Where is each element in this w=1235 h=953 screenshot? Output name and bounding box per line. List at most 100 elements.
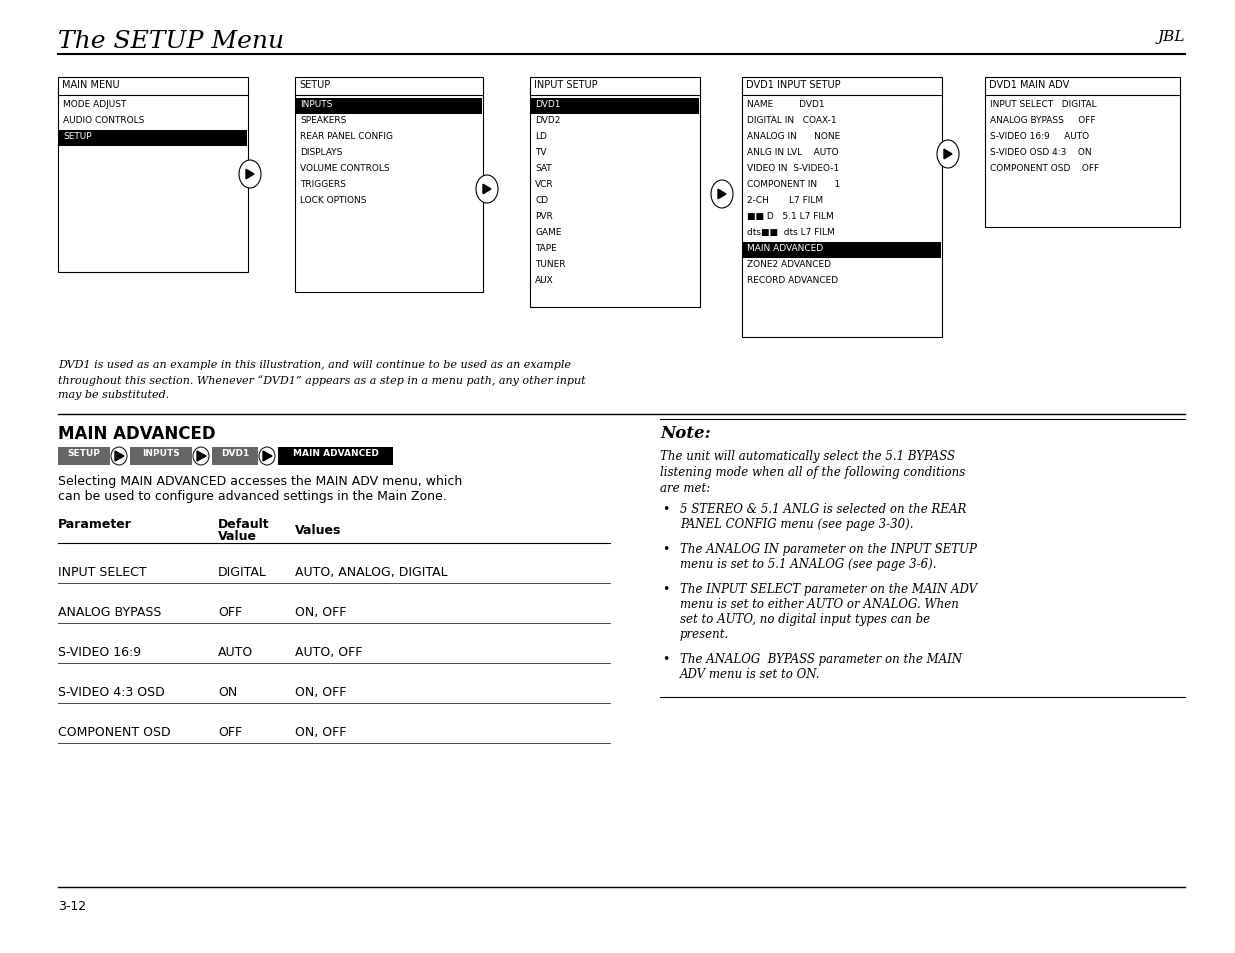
Text: 3-12: 3-12 — [58, 899, 86, 912]
Text: 2-CH       L7 FILM: 2-CH L7 FILM — [747, 195, 823, 205]
Text: SAT: SAT — [535, 164, 552, 172]
Bar — [531, 99, 699, 115]
Text: INPUT SELECT   DIGITAL: INPUT SELECT DIGITAL — [990, 100, 1097, 109]
Text: ON, OFF: ON, OFF — [295, 725, 346, 739]
Text: ON, OFF: ON, OFF — [295, 685, 346, 699]
Ellipse shape — [711, 181, 734, 209]
Ellipse shape — [193, 448, 209, 465]
Text: NAME         DVD1: NAME DVD1 — [747, 100, 825, 109]
Bar — [278, 448, 393, 465]
Text: MAIN ADVANCED: MAIN ADVANCED — [293, 449, 378, 457]
Text: COMPONENT IN      1: COMPONENT IN 1 — [747, 180, 840, 189]
Text: •: • — [662, 582, 669, 596]
Text: AUTO: AUTO — [219, 645, 253, 659]
Text: The unit will automatically select the 5.1 BYPASS: The unit will automatically select the 5… — [659, 450, 955, 462]
Ellipse shape — [240, 161, 261, 189]
Text: Parameter: Parameter — [58, 517, 132, 531]
Text: Values: Values — [295, 523, 341, 537]
Text: JBL: JBL — [1157, 30, 1186, 44]
Text: PANEL CONFIG menu (see page 3-30).: PANEL CONFIG menu (see page 3-30). — [680, 517, 914, 531]
Text: TUNER: TUNER — [535, 260, 566, 269]
Text: Selecting MAIN ADVANCED accesses the MAIN ADV menu, which: Selecting MAIN ADVANCED accesses the MAI… — [58, 475, 462, 488]
Text: ANALOG IN      NONE: ANALOG IN NONE — [747, 132, 840, 141]
Text: are met:: are met: — [659, 481, 710, 495]
Text: present.: present. — [680, 627, 729, 640]
Text: S-VIDEO OSD 4:3    ON: S-VIDEO OSD 4:3 ON — [990, 148, 1092, 157]
Bar — [295, 78, 483, 293]
Text: AUDIO CONTROLS: AUDIO CONTROLS — [63, 116, 144, 125]
Text: S-VIDEO 4:3 OSD: S-VIDEO 4:3 OSD — [58, 685, 164, 699]
Text: INPUT SELECT: INPUT SELECT — [58, 565, 147, 578]
Text: Note:: Note: — [659, 424, 711, 441]
Text: Default: Default — [219, 517, 269, 531]
Text: •: • — [662, 652, 669, 665]
Text: DVD1 INPUT SETUP: DVD1 INPUT SETUP — [746, 80, 841, 90]
Text: INPUTS: INPUTS — [142, 449, 180, 457]
Text: DIGITAL: DIGITAL — [219, 565, 267, 578]
Text: SETUP: SETUP — [68, 449, 100, 457]
Bar — [743, 243, 941, 258]
Text: The ANALOG IN parameter on the INPUT SETUP: The ANALOG IN parameter on the INPUT SET… — [680, 542, 977, 556]
Polygon shape — [944, 150, 952, 160]
Text: The SETUP Menu: The SETUP Menu — [58, 30, 284, 53]
Bar — [742, 78, 942, 337]
Text: REAR PANEL CONFIG: REAR PANEL CONFIG — [300, 132, 393, 141]
Polygon shape — [246, 170, 254, 179]
Text: The ANALOG  BYPASS parameter on the MAIN: The ANALOG BYPASS parameter on the MAIN — [680, 652, 962, 665]
Text: AUX: AUX — [535, 275, 553, 285]
Text: set to AUTO, no digital input types can be: set to AUTO, no digital input types can … — [680, 613, 930, 625]
Text: ZONE2 ADVANCED: ZONE2 ADVANCED — [747, 260, 831, 269]
Text: RECORD ADVANCED: RECORD ADVANCED — [747, 275, 839, 285]
Text: DVD1: DVD1 — [221, 449, 249, 457]
Text: SETUP: SETUP — [63, 132, 91, 141]
Text: ■■ D   5.1 L7 FILM: ■■ D 5.1 L7 FILM — [747, 212, 834, 221]
Text: ANALOG BYPASS     OFF: ANALOG BYPASS OFF — [990, 116, 1095, 125]
Text: ANALOG BYPASS: ANALOG BYPASS — [58, 605, 162, 618]
Text: TAPE: TAPE — [535, 244, 557, 253]
Text: Value: Value — [219, 530, 257, 542]
Text: MODE ADJUST: MODE ADJUST — [63, 100, 126, 109]
Text: PVR: PVR — [535, 212, 553, 221]
Bar — [58, 78, 248, 273]
Text: The INPUT SELECT parameter on the MAIN ADV: The INPUT SELECT parameter on the MAIN A… — [680, 582, 977, 596]
Text: VCR: VCR — [535, 180, 553, 189]
Text: VIDEO IN  S-VIDEO-1: VIDEO IN S-VIDEO-1 — [747, 164, 840, 172]
Text: MAIN MENU: MAIN MENU — [62, 80, 120, 90]
Text: LD: LD — [535, 132, 547, 141]
Polygon shape — [483, 185, 492, 194]
Text: LOCK OPTIONS: LOCK OPTIONS — [300, 195, 367, 205]
Text: throughout this section. Whenever “DVD1” appears as a step in a menu path, any o: throughout this section. Whenever “DVD1”… — [58, 375, 585, 385]
Text: ON, OFF: ON, OFF — [295, 605, 346, 618]
Text: INPUT SETUP: INPUT SETUP — [534, 80, 598, 90]
Text: ON: ON — [219, 685, 237, 699]
Text: TRIGGERS: TRIGGERS — [300, 180, 346, 189]
Ellipse shape — [111, 448, 127, 465]
Text: TV: TV — [535, 148, 547, 157]
Text: •: • — [662, 502, 669, 516]
Text: VOLUME CONTROLS: VOLUME CONTROLS — [300, 164, 389, 172]
Text: DVD1 MAIN ADV: DVD1 MAIN ADV — [989, 80, 1070, 90]
Text: DISPLAYS: DISPLAYS — [300, 148, 342, 157]
Text: menu is set to 5.1 ANALOG (see page 3-6).: menu is set to 5.1 ANALOG (see page 3-6)… — [680, 558, 936, 571]
Polygon shape — [115, 452, 124, 461]
Text: can be used to configure advanced settings in the Main Zone.: can be used to configure advanced settin… — [58, 490, 447, 502]
Text: 5 STEREO & 5.1 ANLG is selected on the REAR: 5 STEREO & 5.1 ANLG is selected on the R… — [680, 502, 966, 516]
Bar — [59, 131, 247, 147]
Polygon shape — [263, 452, 272, 461]
Text: COMPONENT OSD    OFF: COMPONENT OSD OFF — [990, 164, 1099, 172]
Text: ANLG IN LVL    AUTO: ANLG IN LVL AUTO — [747, 148, 839, 157]
Bar — [212, 448, 258, 465]
Ellipse shape — [937, 141, 960, 169]
Text: •: • — [662, 542, 669, 556]
Text: AUTO, OFF: AUTO, OFF — [295, 645, 362, 659]
Text: SPEAKERS: SPEAKERS — [300, 116, 346, 125]
Text: AUTO, ANALOG, DIGITAL: AUTO, ANALOG, DIGITAL — [295, 565, 447, 578]
Text: dts■■  dts L7 FILM: dts■■ dts L7 FILM — [747, 228, 835, 236]
Bar — [58, 448, 110, 465]
Text: INPUTS: INPUTS — [300, 100, 332, 109]
Text: SETUP: SETUP — [299, 80, 330, 90]
Text: menu is set to either AUTO or ANALOG. When: menu is set to either AUTO or ANALOG. Wh… — [680, 598, 958, 610]
Text: MAIN ADVANCED: MAIN ADVANCED — [747, 244, 823, 253]
Text: DIGITAL IN   COAX-1: DIGITAL IN COAX-1 — [747, 116, 836, 125]
Text: CD: CD — [535, 195, 548, 205]
